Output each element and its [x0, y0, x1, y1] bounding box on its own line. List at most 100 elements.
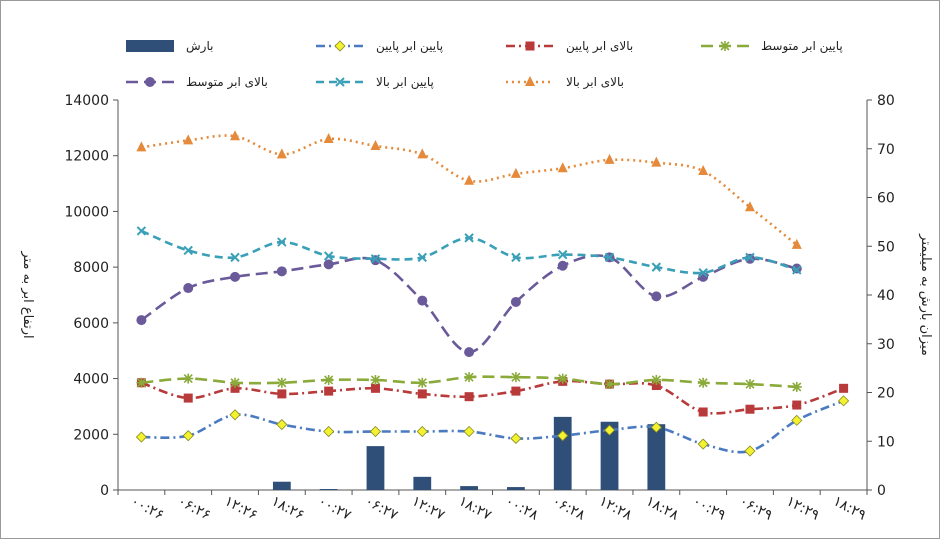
data-point [557, 260, 568, 271]
data-point [839, 383, 849, 393]
data-point [136, 226, 147, 236]
data-point [323, 133, 334, 143]
data-point [510, 372, 521, 383]
data-point [136, 141, 147, 152]
legend-marker [334, 40, 346, 52]
left-tick-label: 14000 [64, 93, 109, 109]
data-point [464, 372, 475, 383]
legend-label: پایین ابر پایین [376, 39, 443, 54]
data-point [464, 347, 475, 358]
legend-label: بالای ابر بالا [566, 75, 624, 90]
legend-marker [525, 76, 535, 86]
data-point [417, 389, 427, 399]
data-point [323, 259, 334, 270]
data-point [744, 445, 756, 457]
data-point [417, 377, 428, 388]
data-point [230, 271, 241, 282]
data-point [510, 296, 521, 307]
data-point [651, 156, 662, 167]
precipitation-bar [553, 416, 572, 490]
legend-item: بالای ابر بالا [506, 75, 624, 90]
legend-label: بالای ابر متوسط [186, 75, 268, 90]
data-point [651, 374, 662, 385]
data-point [136, 315, 147, 326]
left-tick-label: 6000 [73, 316, 109, 332]
data-point [416, 425, 428, 438]
precipitation-bar [600, 421, 619, 490]
right-tick-label: 30 [877, 337, 895, 353]
right-tick-label: 20 [877, 386, 895, 402]
data-point [323, 251, 334, 261]
left-tick-label: 12000 [64, 149, 109, 165]
data-point [417, 148, 428, 159]
data-point [698, 165, 709, 176]
data-point [463, 425, 475, 438]
data-point [323, 425, 335, 438]
precipitation-bar [647, 424, 666, 490]
data-point [464, 392, 474, 402]
legend-marker [145, 77, 155, 87]
data-point [558, 249, 568, 260]
legend-marker [525, 41, 535, 51]
data-point [370, 374, 381, 385]
series-line [140, 379, 845, 415]
data-point [183, 134, 194, 145]
right-tick-label: 60 [877, 191, 895, 207]
precipitation-bar [319, 489, 338, 490]
data-point [229, 409, 241, 421]
series-5 [136, 226, 802, 278]
legend: بارش پایین ابر پایین بالای ابر پایین پایین … [126, 39, 843, 90]
right-tick-label: 50 [877, 239, 895, 255]
data-point [791, 414, 803, 426]
right-tick-label: 80 [877, 93, 895, 109]
right-tick-label: 0 [877, 483, 886, 499]
data-point [135, 431, 147, 443]
precipitation-bar [272, 481, 291, 490]
data-point [604, 379, 615, 390]
right-tick-label: 40 [877, 288, 895, 304]
data-point [604, 252, 615, 263]
legend-swatch [126, 40, 174, 52]
data-point [698, 407, 708, 417]
data-point [277, 237, 287, 247]
data-point [603, 424, 616, 436]
data-point [511, 252, 521, 263]
data-point [792, 265, 802, 275]
data-point [745, 252, 755, 263]
precipitation-bar [507, 487, 525, 490]
precipitation-bar [460, 486, 478, 490]
data-point [791, 381, 802, 392]
data-point [650, 421, 662, 433]
legend-label: بالای ابر پایین [566, 39, 633, 54]
legend-item: پایین ابر متوسط [701, 39, 843, 54]
data-point [276, 418, 288, 431]
data-point [230, 377, 241, 388]
series-3 [136, 372, 802, 392]
data-point [276, 377, 287, 388]
right-tick-label: 10 [877, 434, 895, 450]
data-point [651, 291, 662, 302]
data-point [557, 162, 568, 173]
data-point [230, 383, 240, 393]
legend-label: پایین ابر متوسط [761, 39, 843, 54]
data-point [369, 425, 382, 438]
legend-item: پایین ابر پایین [316, 39, 443, 54]
series-1 [135, 395, 850, 457]
data-point [698, 377, 709, 388]
data-point [417, 252, 427, 263]
data-point [230, 252, 240, 263]
data-point [557, 430, 569, 442]
precipitation-bar [366, 446, 385, 490]
data-point [697, 438, 709, 450]
data-point [511, 386, 521, 396]
legend-item: بارش [126, 39, 213, 54]
left-tick-label: 2000 [73, 427, 109, 443]
data-point [604, 153, 615, 164]
data-point [323, 374, 334, 385]
legend-marker [335, 77, 345, 87]
data-point [744, 379, 755, 390]
data-point [651, 262, 662, 272]
